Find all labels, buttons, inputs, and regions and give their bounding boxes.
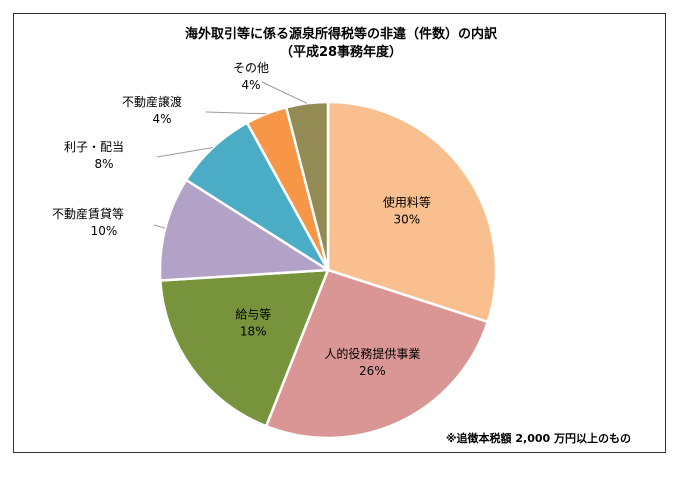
leader-line (205, 111, 267, 115)
slice-label: 使用料等 (383, 195, 431, 210)
slice-value-label: 4% (241, 78, 260, 92)
leader-line (261, 81, 308, 104)
chart-title: 海外取引等に係る源泉所得税等の非違（件数）の内訳 (185, 26, 498, 42)
leader-line (156, 147, 214, 158)
pie-slice (264, 268, 490, 440)
slice-label: 給与等 (235, 307, 271, 321)
slice-value-label: 10% (91, 224, 118, 238)
chart-frame: 海外取引等に係る源泉所得税等の非違（件数）の内訳 （平成28事務年度） 使用料等… (13, 13, 666, 453)
slice-value-label: 26% (359, 364, 386, 378)
pie-chart: 海外取引等に係る源泉所得税等の非違（件数）の内訳 （平成28事務年度） 使用料等… (52, 26, 631, 445)
slice-value-label: 4% (152, 112, 171, 126)
slice-label: 不動産賃貸等 (52, 206, 124, 221)
chart-subtitle: （平成28事務年度） (280, 44, 402, 60)
slice-label: その他 (233, 61, 269, 75)
chart-note: ※追徴本税額 2,000 万円以上のもの (446, 431, 631, 445)
pie-slice (158, 178, 330, 282)
slice-value-label: 30% (393, 213, 420, 227)
pie-slice (326, 100, 498, 324)
slice-value-label: 18% (240, 324, 267, 338)
slice-label: 人的役務提供事業 (324, 346, 420, 361)
slice-value-label: 8% (94, 157, 113, 171)
pie-slice (159, 268, 330, 428)
slice-label: 不動産譲渡 (122, 94, 182, 109)
slice-label: 利子・配当 (64, 140, 124, 154)
leader-line (153, 224, 166, 229)
